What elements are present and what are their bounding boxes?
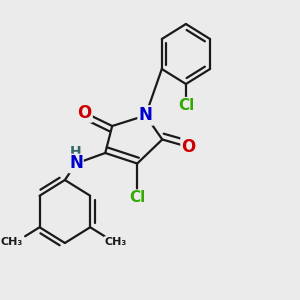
- Text: O: O: [182, 138, 196, 156]
- Text: N: N: [139, 106, 152, 124]
- Text: CH₃: CH₃: [105, 237, 127, 247]
- Text: N: N: [69, 154, 83, 172]
- Text: H: H: [70, 145, 82, 159]
- Text: O: O: [77, 103, 92, 122]
- Text: CH₃: CH₃: [0, 237, 22, 247]
- Text: Cl: Cl: [178, 98, 194, 113]
- Text: Cl: Cl: [129, 190, 146, 206]
